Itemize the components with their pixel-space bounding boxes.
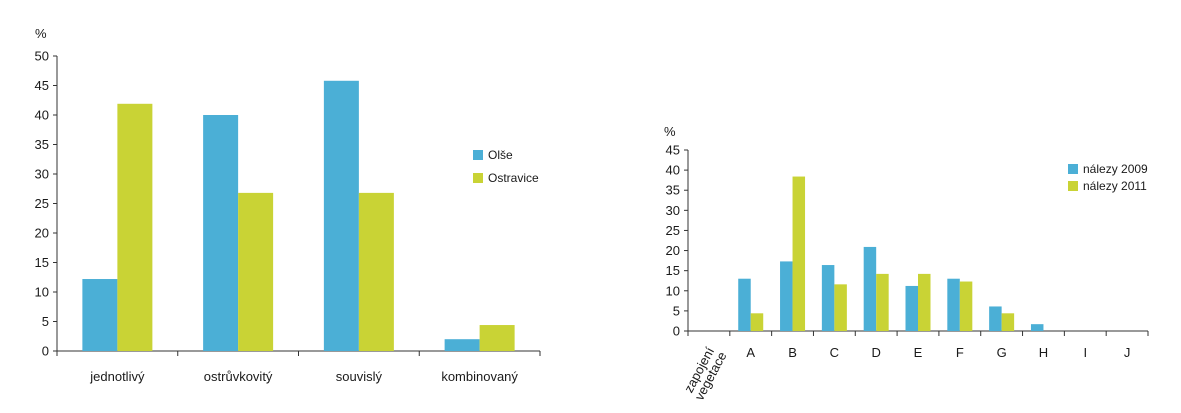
y-tick-label: 15 xyxy=(35,255,49,270)
y-axis-unit: % xyxy=(664,124,676,139)
legend-label: Olše xyxy=(488,148,513,162)
y-tick-label: 0 xyxy=(42,344,49,359)
bar-nálezy-2011 xyxy=(792,176,806,331)
y-tick-label: 10 xyxy=(35,285,49,300)
bar-olše xyxy=(203,115,239,351)
bar-nálezy-2011 xyxy=(959,281,973,331)
legend-swatch xyxy=(1068,164,1078,174)
y-tick-label: 50 xyxy=(35,49,49,64)
bar-olše xyxy=(82,279,118,351)
y-tick-label: 20 xyxy=(35,226,49,241)
bar-nálezy-2011 xyxy=(834,284,847,331)
chart-1: 0 5 10 15 20 25 30 35 40 45 50% jednotlivý ostrůvkov… xyxy=(35,26,541,384)
legend-swatch xyxy=(473,150,483,160)
y-tick-label: 5 xyxy=(673,303,680,318)
bar-ostravice xyxy=(238,192,274,351)
y-tick-label: 30 xyxy=(35,167,49,182)
x-tick-label: D xyxy=(871,345,880,360)
x-tick-label: H xyxy=(1039,345,1048,360)
bar-nálezy-2009 xyxy=(905,285,918,331)
bar-ostravice xyxy=(479,325,515,351)
bar-nálezy-2009 xyxy=(738,278,751,331)
legend-label: nálezy 2011 xyxy=(1083,179,1147,193)
x-tick-label: I xyxy=(1083,345,1087,360)
bar-nálezy-2009 xyxy=(821,265,835,331)
legend-swatch xyxy=(473,173,483,183)
x-tick-label: J xyxy=(1124,345,1131,360)
y-tick-label: 20 xyxy=(666,243,680,258)
bar-nálezy-2009 xyxy=(1030,324,1044,331)
x-tick-label: F xyxy=(956,345,964,360)
y-tick-label: 35 xyxy=(666,183,680,198)
y-tick-label: 10 xyxy=(666,283,680,298)
bar-nálezy-2009 xyxy=(863,246,877,331)
bar-nálezy-2011 xyxy=(918,273,931,331)
bar-nálezy-2009 xyxy=(947,278,960,331)
y-tick-label: 0 xyxy=(673,324,680,339)
y-tick-label: 35 xyxy=(35,137,49,152)
bar-olše xyxy=(323,80,359,351)
bar-nálezy-2011 xyxy=(876,273,889,331)
bar-olše xyxy=(444,339,480,351)
bar-nálezy-2011 xyxy=(1001,313,1015,331)
legend-label: nálezy 2009 xyxy=(1083,162,1148,176)
legend-label: Ostravice xyxy=(488,171,539,185)
y-axis-unit: % xyxy=(35,26,47,41)
y-tick-label: 25 xyxy=(666,223,680,238)
bar-nálezy-2011 xyxy=(750,313,764,331)
y-tick-label: 5 xyxy=(42,314,49,329)
y-tick-label: 30 xyxy=(666,203,680,218)
x-tick-label: B xyxy=(788,345,797,360)
x-tick-label: ostrůvkovitý xyxy=(204,369,273,384)
y-tick-label: 25 xyxy=(35,196,49,211)
x-tick-label: C xyxy=(830,345,839,360)
x-tick-label: souvislý xyxy=(336,369,383,384)
x-tick-label: kombinovaný xyxy=(441,369,518,384)
bar-ostravice xyxy=(358,192,394,351)
legend-swatch xyxy=(1068,181,1078,191)
x-tick-label: E xyxy=(914,345,923,360)
y-tick-label: 40 xyxy=(666,163,680,178)
bar-ostravice xyxy=(117,103,153,351)
bar-nálezy-2009 xyxy=(780,261,793,331)
y-tick-label: 40 xyxy=(35,108,49,123)
x-tick-label: A xyxy=(746,345,755,360)
y-tick-label: 45 xyxy=(666,143,680,158)
bar-nálezy-2009 xyxy=(989,306,1002,331)
y-tick-label: 45 xyxy=(35,78,49,93)
x-tick-label: jednotlivý xyxy=(89,369,145,384)
y-tick-label: 15 xyxy=(666,263,680,278)
x-tick-label: G xyxy=(997,345,1007,360)
